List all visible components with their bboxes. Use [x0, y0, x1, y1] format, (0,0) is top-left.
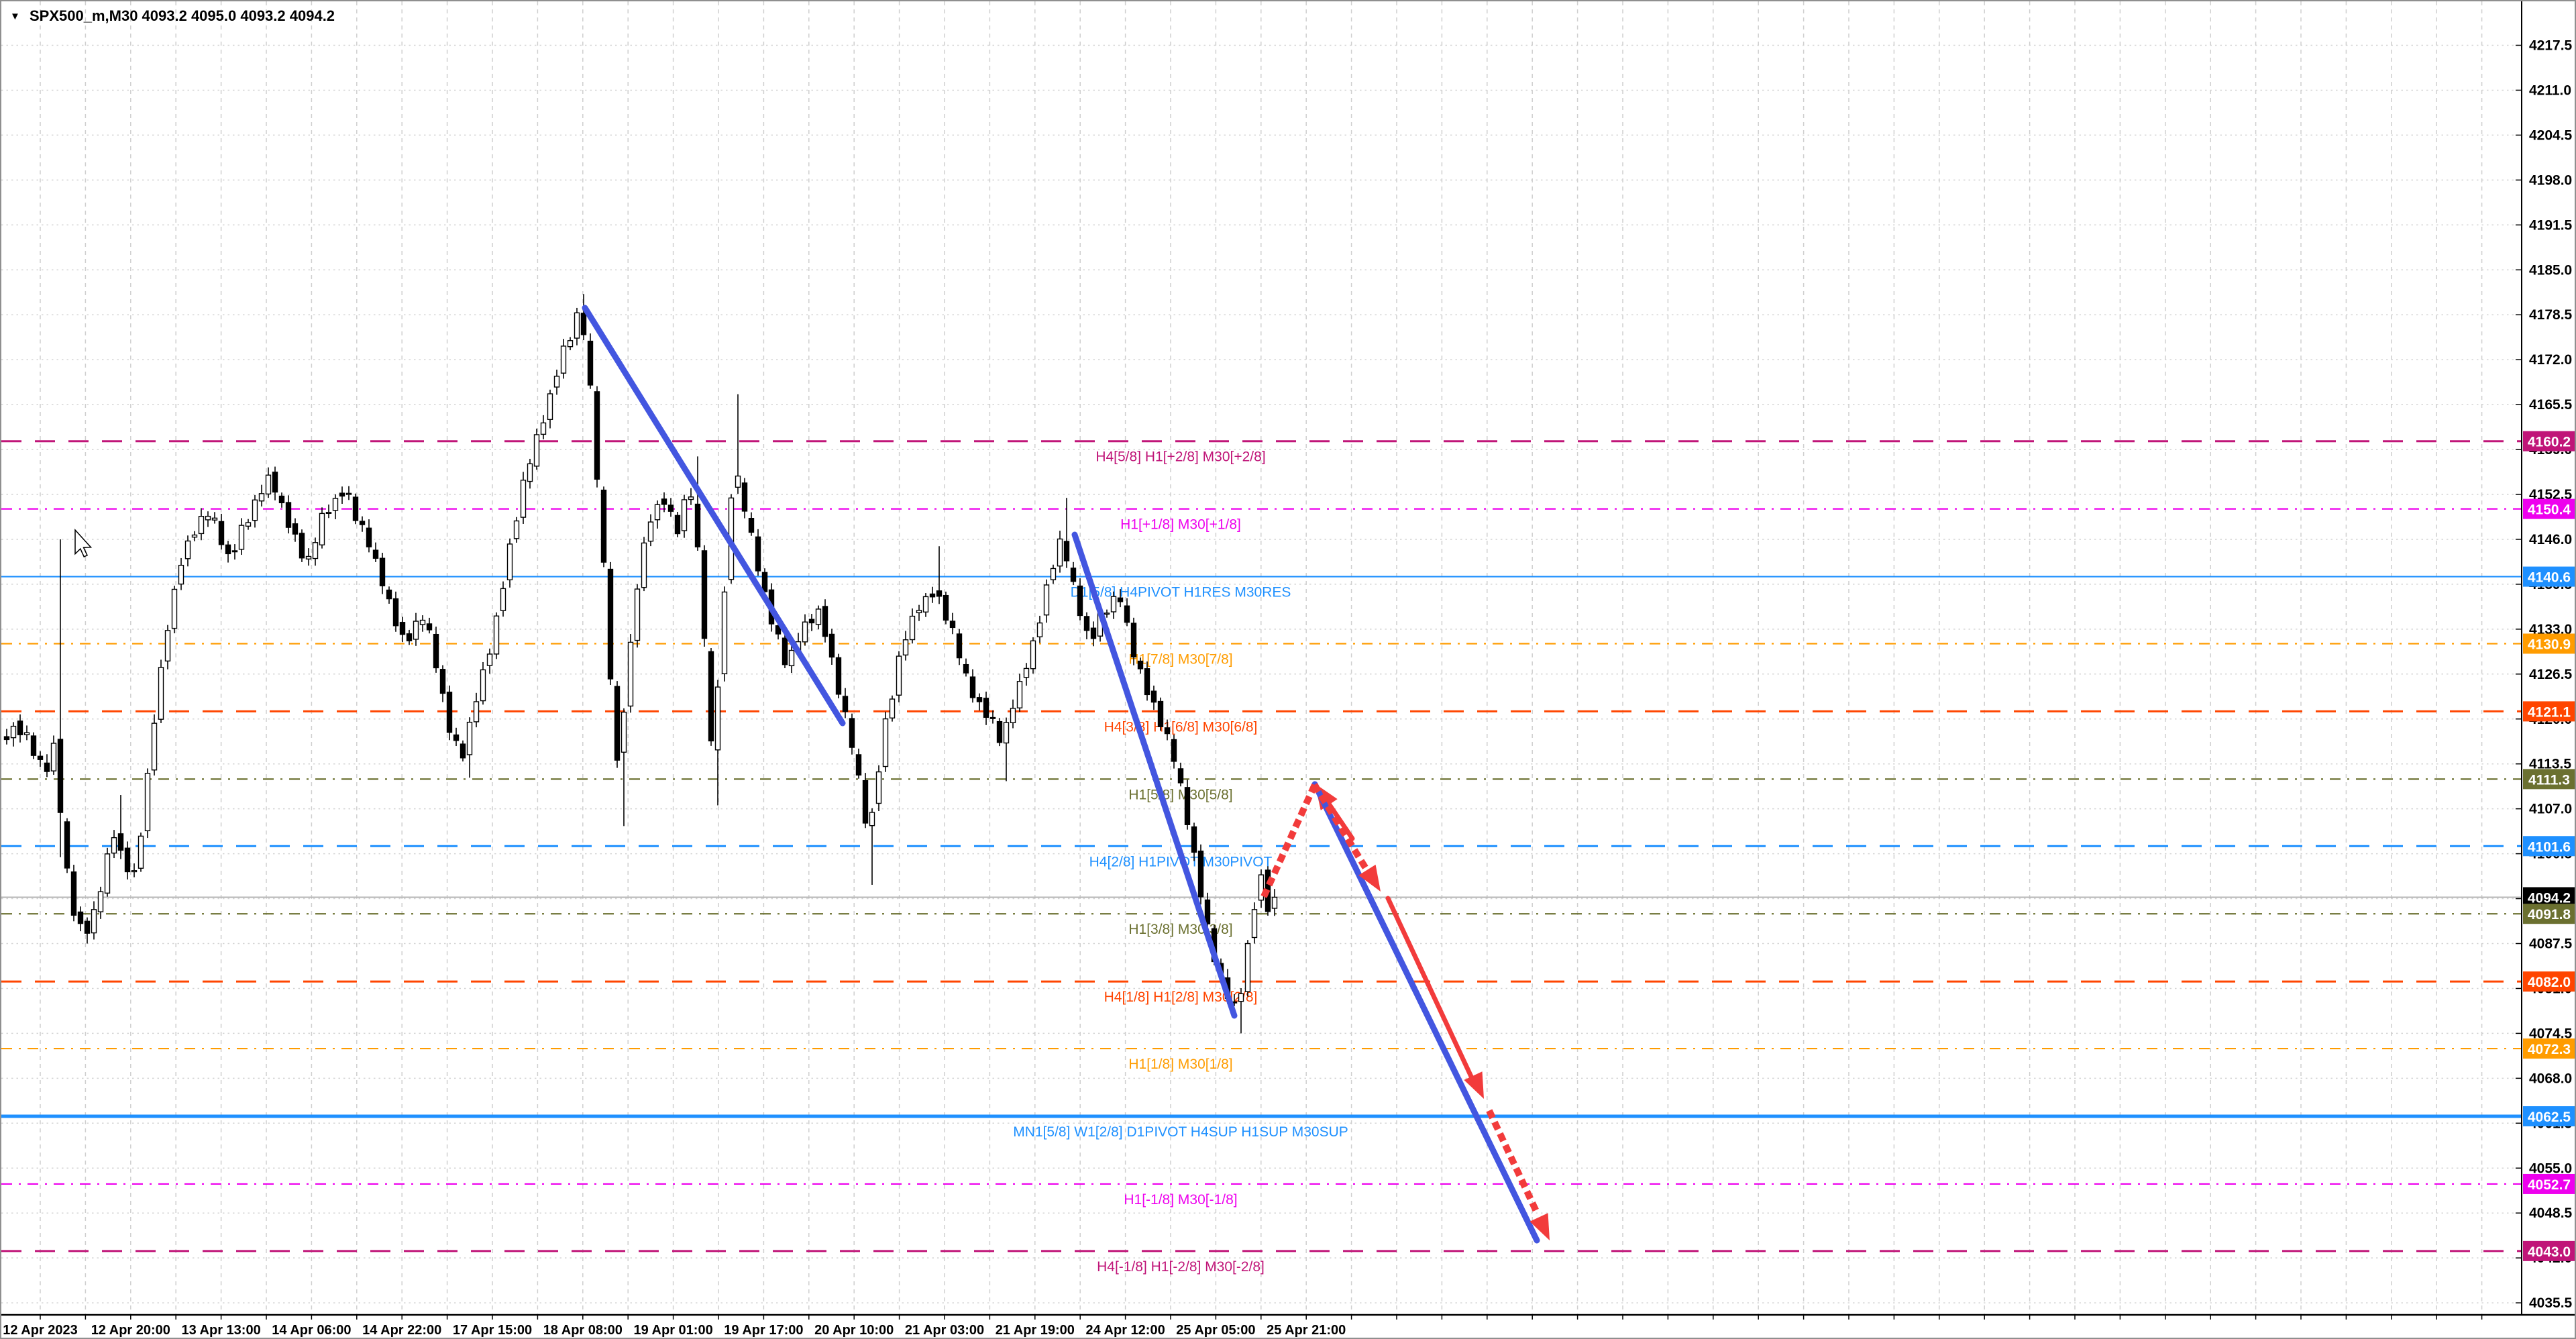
svg-text:4178.5: 4178.5 [2529, 307, 2573, 323]
svg-text:24 Apr 12:00: 24 Apr 12:00 [1085, 1323, 1165, 1338]
svg-text:4107.0: 4107.0 [2529, 802, 2572, 817]
svg-text:H1[+1/8] M30[+1/8]: H1[+1/8] M30[+1/8] [1120, 517, 1241, 533]
svg-text:MN1[5/8] W1[2/8] D1PIVOT H4SUP: MN1[5/8] W1[2/8] D1PIVOT H4SUP H1SUP M30… [1013, 1124, 1348, 1140]
svg-text:4074.5: 4074.5 [2529, 1026, 2573, 1041]
svg-text:H1[5/8] M30[5/8]: H1[5/8] M30[5/8] [1128, 787, 1232, 802]
svg-text:4048.5: 4048.5 [2529, 1206, 2573, 1221]
svg-text:14 Apr 22:00: 14 Apr 22:00 [362, 1323, 441, 1338]
time-axis[interactable]: 12 Apr 2023 12 Apr 20:00 13 Apr 13:00 14 Ap… [1, 1314, 2576, 1338]
svg-text:14 Apr 06:00: 14 Apr 06:00 [272, 1323, 351, 1338]
grid-layer [1, 1, 2521, 1314]
svg-text:4165.5: 4165.5 [2529, 397, 2573, 413]
svg-text:D1[5/8] H4PIVOT H1RES M30RES: D1[5/8] H4PIVOT H1RES M30RES [1071, 585, 1291, 600]
svg-text:4043.0: 4043.0 [2528, 1244, 2571, 1260]
svg-text:4130.9: 4130.9 [2528, 637, 2571, 652]
svg-text:21 Apr 19:00: 21 Apr 19:00 [996, 1323, 1075, 1338]
svg-text:4140.6: 4140.6 [2528, 570, 2571, 586]
svg-text:4191.5: 4191.5 [2529, 217, 2573, 233]
svg-text:19 Apr 01:00: 19 Apr 01:00 [633, 1323, 712, 1338]
svg-text:4087.5: 4087.5 [2529, 936, 2573, 952]
svg-text:4146.0: 4146.0 [2529, 532, 2572, 547]
svg-text:25 Apr 21:00: 25 Apr 21:00 [1267, 1323, 1346, 1338]
svg-text:4062.5: 4062.5 [2528, 1110, 2571, 1125]
svg-text:4113.5: 4113.5 [2529, 757, 2571, 772]
trendline-annotations[interactable] [582, 305, 1550, 1244]
svg-text:H1[1/8] M30[1/8]: H1[1/8] M30[1/8] [1128, 1057, 1232, 1072]
svg-text:4172.0: 4172.0 [2529, 352, 2572, 368]
svg-text:4101.6: 4101.6 [2528, 839, 2571, 855]
svg-text:4091.8: 4091.8 [2528, 907, 2571, 922]
symbol-dropdown-icon[interactable]: ▼ [10, 11, 20, 22]
svg-text:4055.0: 4055.0 [2529, 1161, 2572, 1176]
svg-text:4094.2: 4094.2 [2528, 890, 2571, 906]
svg-text:4198.0: 4198.0 [2529, 172, 2572, 188]
svg-text:4160.2: 4160.2 [2528, 435, 2571, 450]
svg-text:H4[3/8] H1[6/8] M30[6/8]: H4[3/8] H1[6/8] M30[6/8] [1104, 719, 1258, 735]
svg-text:4211.0: 4211.0 [2529, 83, 2571, 98]
svg-text:18 Apr 08:00: 18 Apr 08:00 [543, 1323, 623, 1338]
svg-text:4072.3: 4072.3 [2528, 1042, 2571, 1057]
svg-text:25 Apr 05:00: 25 Apr 05:00 [1176, 1323, 1255, 1338]
svg-text:4185.0: 4185.0 [2529, 262, 2572, 278]
svg-text:4133.0: 4133.0 [2529, 622, 2572, 637]
svg-text:H1[7/8] M30[7/8]: H1[7/8] M30[7/8] [1128, 651, 1232, 667]
svg-text:4111.3: 4111.3 [2528, 772, 2570, 788]
svg-text:4126.5: 4126.5 [2529, 667, 2573, 682]
svg-text:17 Apr 15:00: 17 Apr 15:00 [453, 1323, 532, 1338]
svg-text:12 Apr 2023: 12 Apr 2023 [3, 1323, 78, 1338]
svg-text:H1[3/8] M30[3/8]: H1[3/8] M30[3/8] [1128, 922, 1232, 937]
mouse-cursor [74, 529, 93, 557]
svg-text:H1[-1/8] M30[-1/8]: H1[-1/8] M30[-1/8] [1124, 1192, 1237, 1208]
chart-title: SPX500_m,M30 4093.2 4095.0 4093.2 4094.2 [30, 7, 335, 24]
svg-text:4217.5: 4217.5 [2529, 38, 2573, 54]
svg-text:H4[5/8] H1[+2/8] M30[+2/8]: H4[5/8] H1[+2/8] M30[+2/8] [1095, 449, 1265, 465]
svg-text:H4[1/8] H1[2/8] M30[2/8]: H4[1/8] H1[2/8] M30[2/8] [1104, 989, 1258, 1005]
svg-text:4150.4: 4150.4 [2528, 502, 2571, 518]
svg-text:H4[-1/8] H1[-2/8] M30[-2/8]: H4[-1/8] H1[-2/8] M30[-2/8] [1097, 1259, 1265, 1275]
svg-text:4082.0: 4082.0 [2528, 975, 2571, 990]
pivot-level-lines[interactable] [1, 440, 2522, 1252]
svg-text:4204.5: 4204.5 [2529, 127, 2573, 143]
svg-text:4052.7: 4052.7 [2528, 1177, 2571, 1193]
svg-text:20 Apr 10:00: 20 Apr 10:00 [814, 1323, 894, 1338]
svg-text:12 Apr 20:00: 12 Apr 20:00 [91, 1323, 170, 1338]
svg-text:4035.5: 4035.5 [2529, 1295, 2573, 1311]
chart-title-bar[interactable]: ▼ SPX500_m,M30 4093.2 4095.0 4093.2 4094… [10, 7, 335, 24]
price-axis[interactable]: 4217.5 4211.0 4204.5 4198.0 4191.5 4185.0 4178… [2516, 1, 2576, 1315]
svg-text:4152.5: 4152.5 [2529, 487, 2573, 502]
svg-text:19 Apr 17:00: 19 Apr 17:00 [724, 1323, 803, 1338]
candlestick-series [3, 294, 1278, 1034]
svg-text:4068.0: 4068.0 [2529, 1071, 2572, 1086]
svg-text:4121.1: 4121.1 [2528, 704, 2571, 720]
svg-text:13 Apr 13:00: 13 Apr 13:00 [181, 1323, 260, 1338]
svg-text:21 Apr 03:00: 21 Apr 03:00 [905, 1323, 984, 1338]
